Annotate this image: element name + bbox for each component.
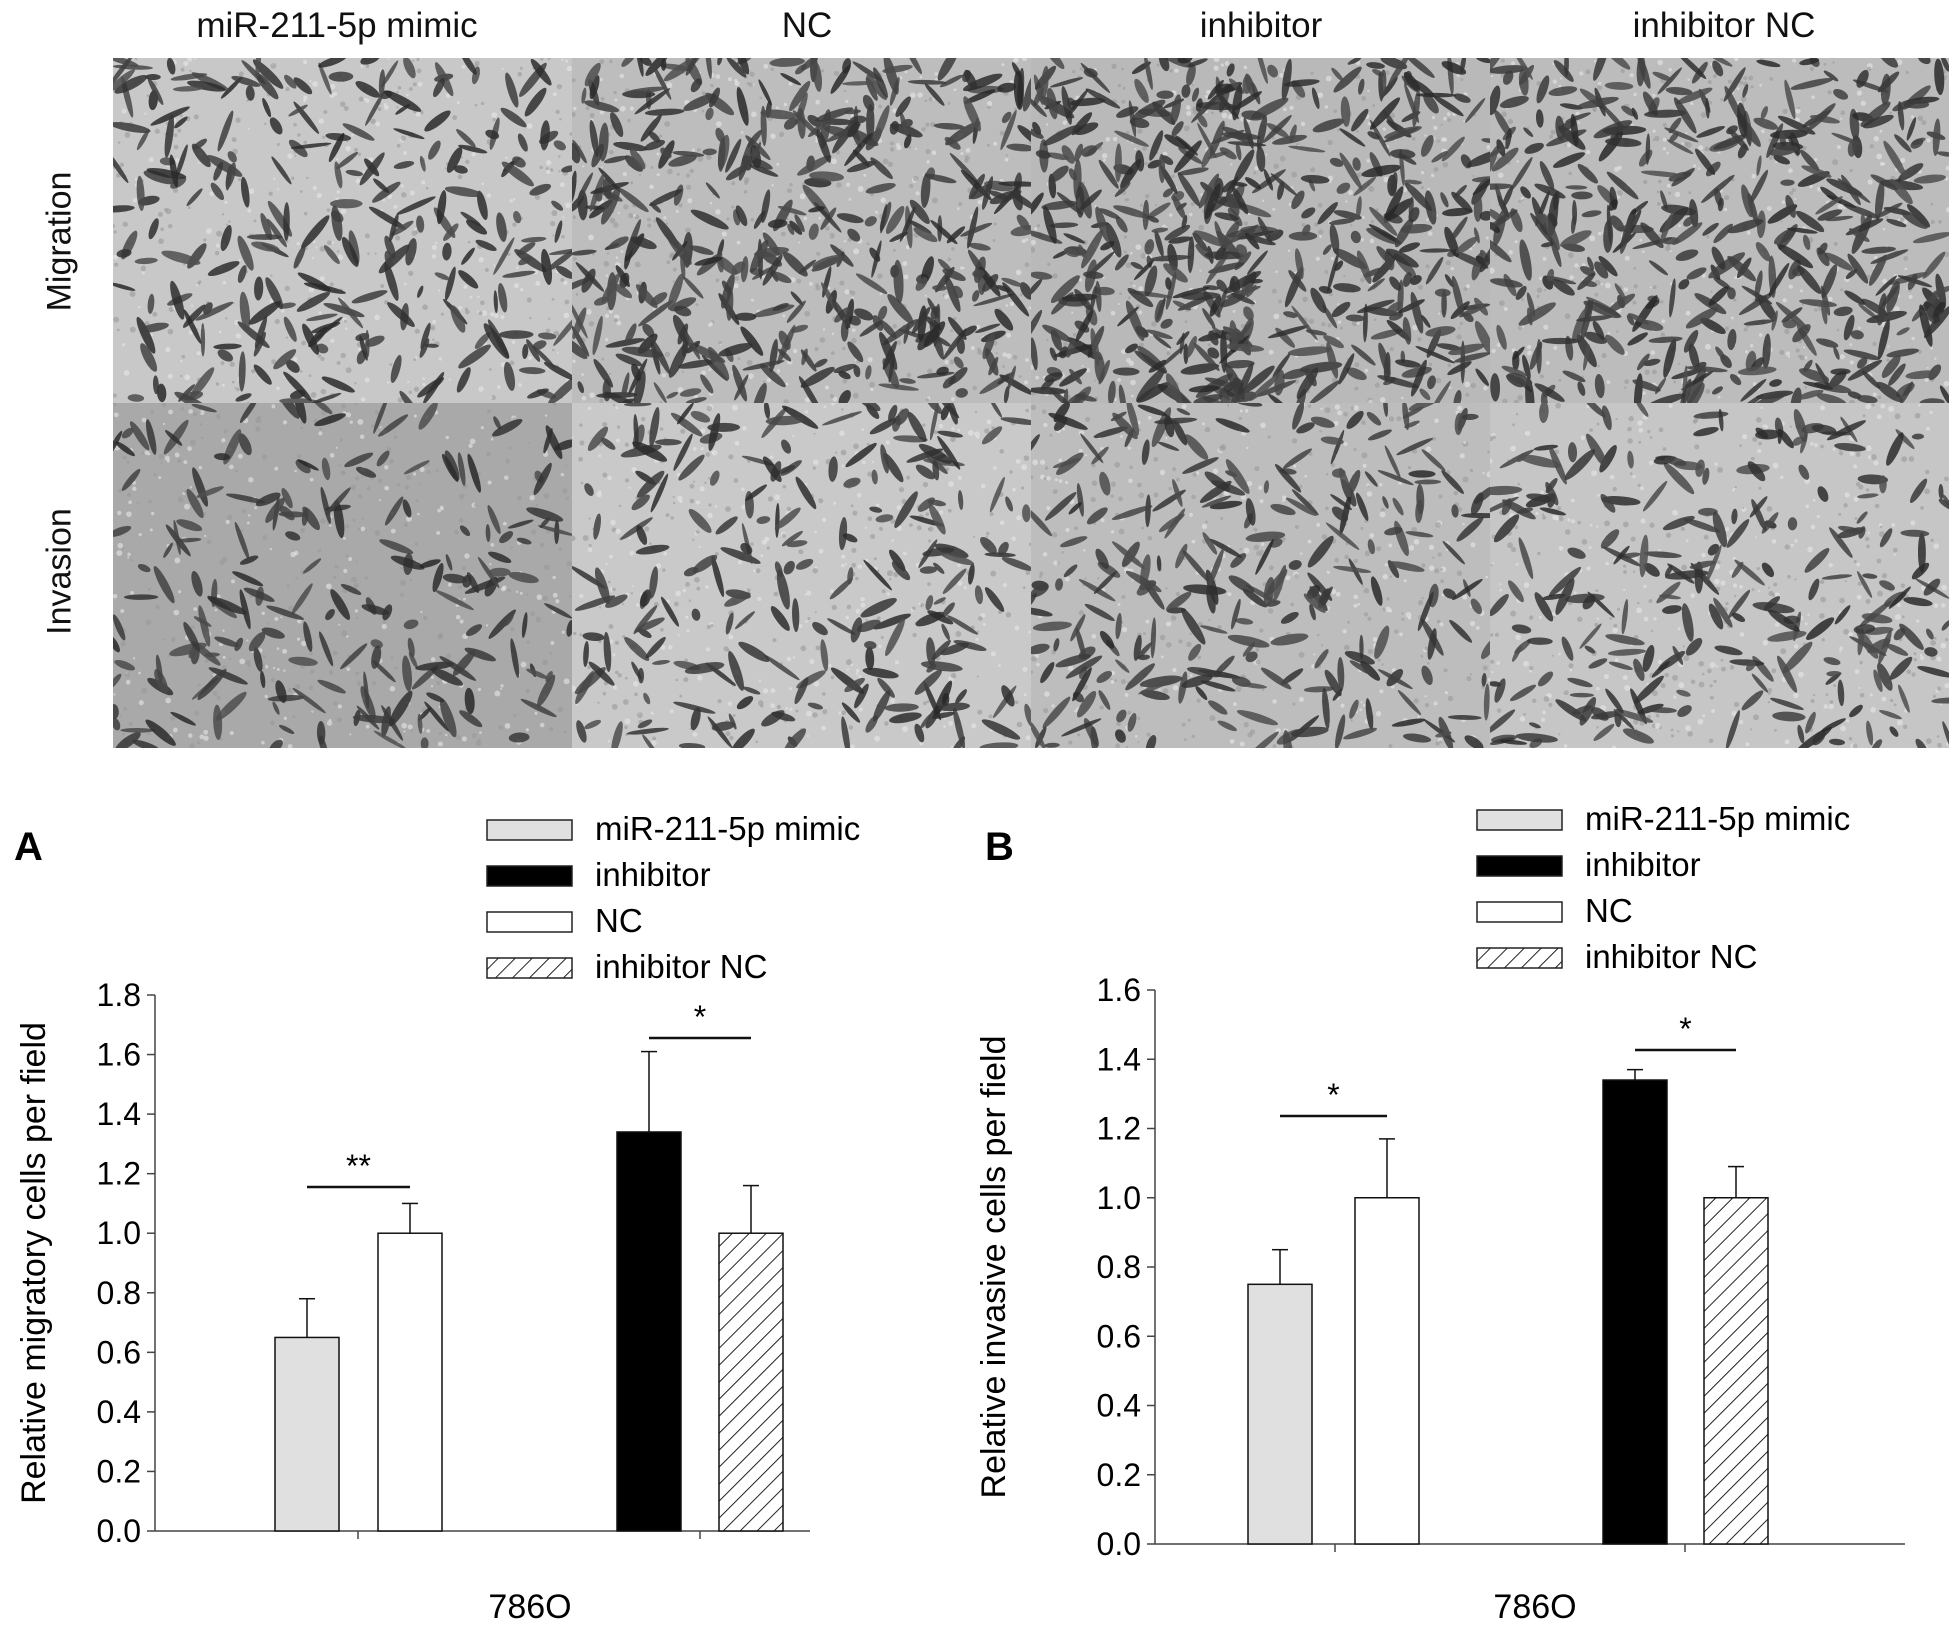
y-tick-label-3: 0.6 <box>97 1334 141 1370</box>
x-axis-label: 786O <box>1493 1588 1576 1626</box>
y-tick-label-5: 1.0 <box>1097 1180 1141 1216</box>
bar-1 <box>1247 1283 1313 1545</box>
x-axis-label: 786O <box>488 1588 571 1626</box>
bar-3 <box>616 1131 682 1532</box>
legend-label-2: inhibitor <box>1585 846 1701 883</box>
legend-swatch-2 <box>1476 855 1563 877</box>
y-tick-label-0: 0.0 <box>97 1513 141 1549</box>
bar-2 <box>1354 1197 1420 1545</box>
micrograph-invasion-4 <box>1490 403 1949 748</box>
micrograph-panels <box>113 58 1949 748</box>
y-tick-label-2: 0.4 <box>97 1394 141 1430</box>
y-axis-label: Relative migratory cells per field <box>15 1022 53 1504</box>
legend-label-1: miR-211-5p mimic <box>1585 800 1850 837</box>
y-tick-label-7: 1.4 <box>97 1096 141 1132</box>
column-label-nc: NC <box>781 6 833 45</box>
legend-label-2: inhibitor <box>595 856 711 893</box>
micrograph-migration-1 <box>113 58 572 403</box>
y-tick-label-2: 0.4 <box>1097 1388 1141 1424</box>
legend-swatch-1 <box>1476 809 1563 831</box>
legend-label-3: NC <box>595 902 643 939</box>
legend-swatch-3 <box>1476 901 1563 923</box>
y-tick-label-9: 1.8 <box>97 977 141 1013</box>
row-label-migration: Migration <box>40 171 79 312</box>
bar-3 <box>1602 1079 1668 1545</box>
bar-2 <box>377 1232 443 1532</box>
significance-label-2: * <box>694 999 706 1035</box>
micrograph-migration-4 <box>1490 58 1949 403</box>
micrograph-invasion-1 <box>113 403 572 748</box>
y-tick-label-3: 0.6 <box>1097 1318 1141 1354</box>
y-tick-label-8: 1.6 <box>1097 972 1141 1008</box>
micrograph-migration-2 <box>572 58 1031 403</box>
y-tick-label-8: 1.6 <box>97 1037 141 1073</box>
column-label-inhibitor-nc: inhibitor NC <box>1632 6 1816 45</box>
column-label-mimic: miR-211-5p mimic <box>196 6 478 45</box>
significance-label-2: * <box>1679 1011 1691 1047</box>
micrograph-grid <box>113 58 1949 748</box>
y-tick-label-4: 0.8 <box>1097 1249 1141 1285</box>
legend-label-4: inhibitor NC <box>595 948 767 985</box>
y-tick-label-6: 1.2 <box>1097 1111 1141 1147</box>
legend-swatch-4 <box>1476 947 1563 969</box>
y-tick-label-6: 1.2 <box>97 1156 141 1192</box>
bar-4 <box>1703 1197 1769 1545</box>
y-tick-label-1: 0.2 <box>1097 1457 1141 1493</box>
bar-1 <box>274 1336 340 1532</box>
micrograph-invasion-3 <box>1031 403 1490 748</box>
y-tick-label-1: 0.2 <box>97 1453 141 1489</box>
legend-label-4: inhibitor NC <box>1585 938 1757 975</box>
y-tick-label-7: 1.4 <box>1097 1041 1141 1077</box>
legend-label-3: NC <box>1585 892 1633 929</box>
y-tick-label-4: 0.8 <box>97 1275 141 1311</box>
y-tick-label-5: 1.0 <box>97 1215 141 1251</box>
legend-swatch-3 <box>486 911 573 933</box>
significance-label-1: ** <box>346 1148 371 1184</box>
micrograph-migration-3 <box>1031 58 1490 403</box>
significance-label-1: * <box>1327 1077 1339 1113</box>
y-tick-label-0: 0.0 <box>1097 1526 1141 1562</box>
column-label-inhibitor: inhibitor <box>1199 6 1323 45</box>
legend-swatch-2 <box>486 865 573 887</box>
row-label-invasion: Invasion <box>40 508 79 635</box>
legend-swatch-1 <box>486 819 573 841</box>
panel-letter-a: A <box>14 825 43 869</box>
micrograph-invasion-2 <box>572 403 1031 748</box>
panel-letter-b: B <box>985 825 1014 869</box>
legend-swatch-4 <box>486 957 573 979</box>
bar-4 <box>718 1232 784 1532</box>
legend-label-1: miR-211-5p mimic <box>595 810 860 847</box>
y-axis-label: Relative invasive cells per field <box>975 1036 1013 1499</box>
